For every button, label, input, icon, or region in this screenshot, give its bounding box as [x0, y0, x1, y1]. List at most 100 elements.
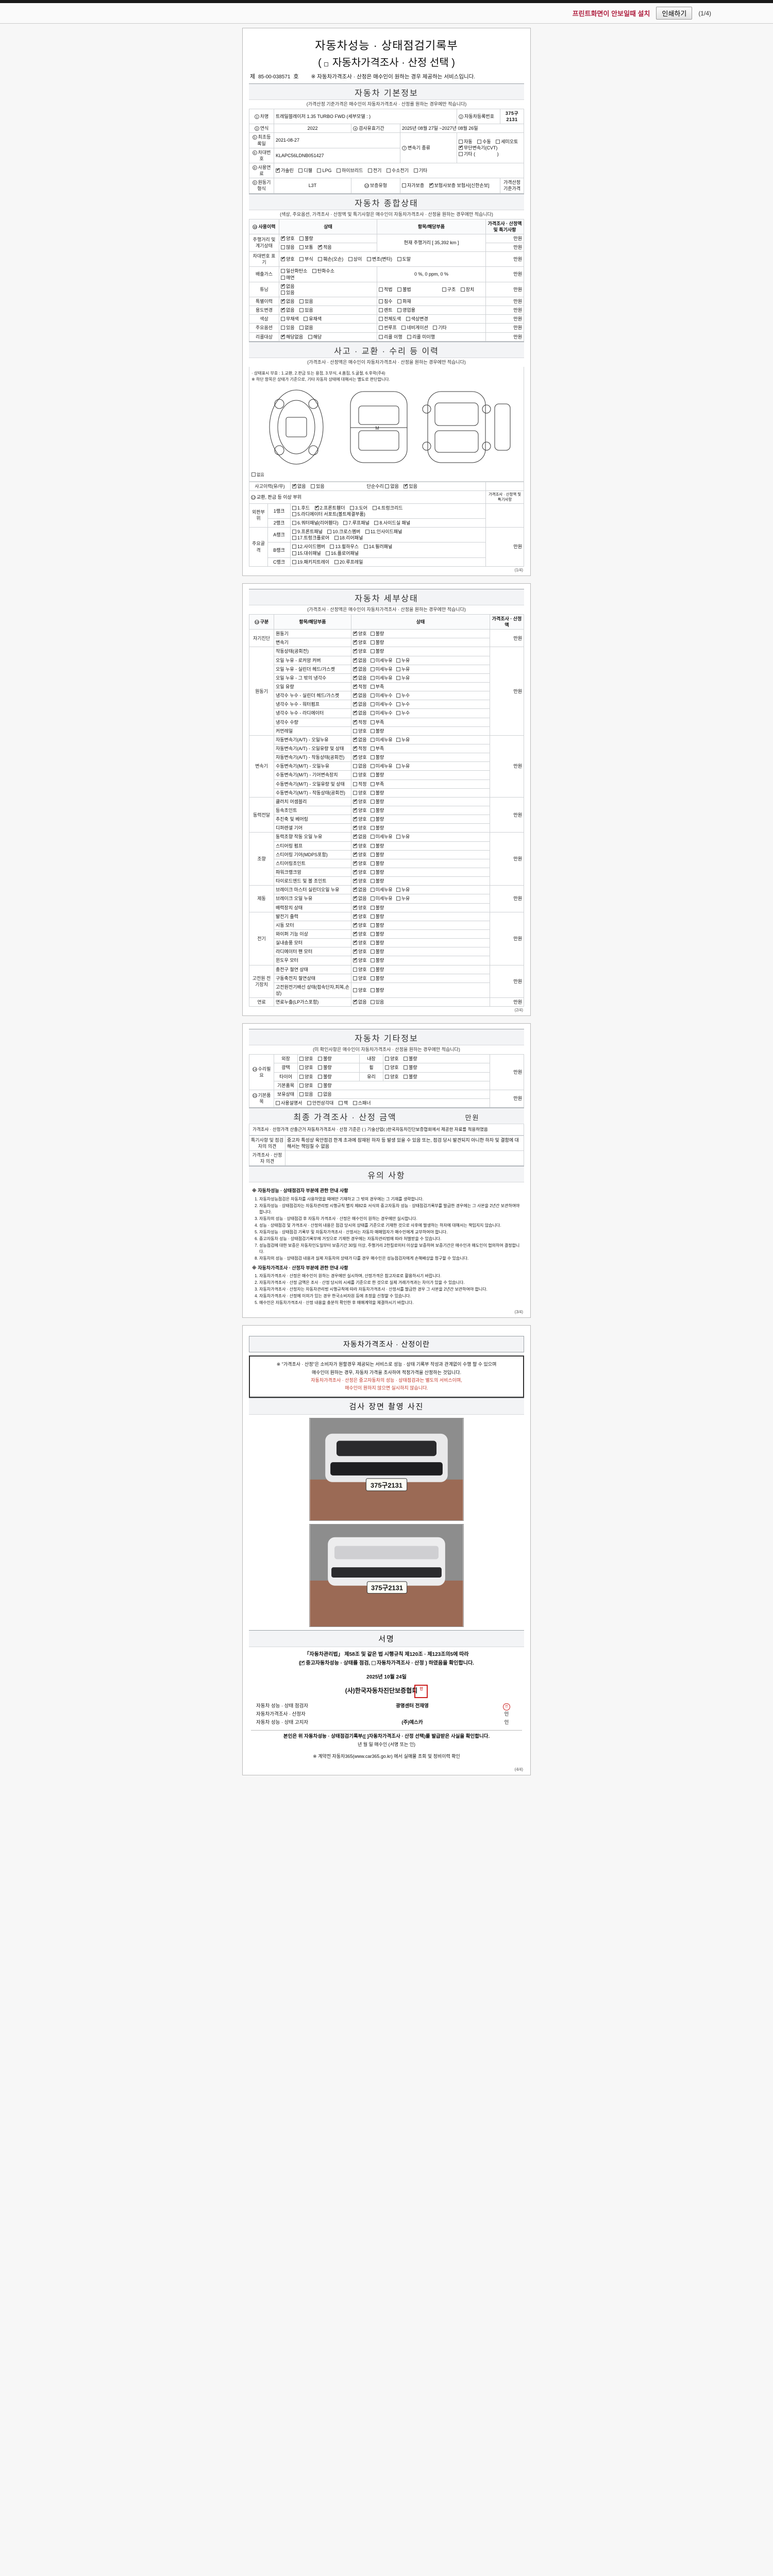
opt-unchecked[interactable]: 누유 — [396, 895, 410, 902]
opt-unchecked[interactable]: 불량 — [370, 799, 384, 805]
checkbox-checked-icon[interactable] — [353, 657, 358, 663]
opt-radiator-support[interactable]: 5.라디에이터 서포트(볼트체결부품) — [292, 511, 365, 517]
opt-checked[interactable]: 양호 — [353, 860, 367, 867]
opt-bad[interactable]: 불량 — [299, 235, 313, 242]
opt-recall-done[interactable]: 리콜 이행 — [379, 334, 402, 340]
checkbox-checked-icon[interactable] — [353, 877, 358, 884]
checkbox-icon[interactable] — [370, 764, 375, 769]
opt-smoke[interactable]: 매연 — [281, 275, 295, 281]
opt-normal[interactable]: 보통 — [299, 244, 313, 250]
opt-unchecked[interactable]: 불량 — [370, 790, 384, 796]
fuel-opt-lpg[interactable]: LPG — [317, 167, 331, 174]
checkbox-icon[interactable] — [404, 1074, 408, 1079]
print-button[interactable]: 인쇄하기 — [656, 7, 693, 20]
opt-unchecked[interactable]: 불량 — [370, 869, 384, 875]
opt-unchecked[interactable]: 누수 — [396, 692, 410, 699]
checkbox-icon[interactable] — [370, 950, 375, 954]
opt-unchecked[interactable]: 불량 — [370, 772, 384, 778]
checkbox-icon[interactable] — [370, 870, 375, 874]
checkbox-checked-icon[interactable] — [353, 692, 358, 698]
checkbox-icon[interactable] — [299, 1065, 304, 1070]
opt-checked[interactable]: 없음 — [353, 895, 367, 902]
opt-checked[interactable]: 없음 — [353, 692, 367, 699]
checkbox-icon[interactable] — [459, 139, 463, 144]
checkbox-checked-icon[interactable] — [281, 333, 285, 339]
opt-unchecked[interactable]: 불량 — [370, 816, 384, 822]
checkbox-icon[interactable] — [281, 245, 285, 249]
fuel-opt-hybrid[interactable]: 하이브리드 — [336, 167, 363, 174]
fuel-opt-other[interactable]: 기타 — [413, 167, 427, 174]
opt-exists[interactable]: 있음 — [311, 483, 325, 489]
opt-hc[interactable]: 탄화수소 — [312, 268, 334, 274]
checkbox-icon[interactable] — [370, 737, 375, 742]
fuel-opt-diesel[interactable]: 디젤 — [298, 167, 312, 174]
checkbox-icon[interactable] — [334, 536, 339, 540]
opt-checked[interactable]: 양호 — [353, 957, 367, 963]
checkbox-icon[interactable] — [312, 269, 316, 274]
opt-unchecked[interactable]: 미세누유 — [370, 895, 393, 902]
checkbox-icon[interactable] — [370, 967, 375, 972]
opt-none[interactable]: 없음 — [299, 325, 313, 331]
opt-good[interactable]: 양호 — [281, 235, 295, 242]
checkbox-icon[interactable] — [459, 152, 463, 157]
checkbox-icon[interactable] — [292, 545, 296, 549]
opt-other[interactable]: 기타 — [433, 325, 447, 331]
checkbox-icon[interactable] — [299, 257, 304, 262]
checkbox-icon[interactable] — [396, 658, 400, 663]
checkbox-icon[interactable] — [370, 835, 375, 839]
checkbox-icon[interactable] — [370, 905, 375, 910]
fuel-opt-hydrogen[interactable]: 수소전기 — [386, 167, 409, 174]
opt-unchecked[interactable]: 부족 — [370, 781, 384, 787]
opt-rent[interactable]: 렌트 — [379, 307, 393, 313]
opt-cross-member[interactable]: 10.크로스멤버 — [327, 529, 360, 535]
opt-good[interactable]: 양호 — [385, 1056, 399, 1062]
opt-checked[interactable]: 없음 — [353, 701, 367, 707]
opt-checked[interactable]: 양호 — [353, 807, 367, 814]
checkbox-icon[interactable] — [379, 334, 383, 339]
checkbox-checked-icon[interactable] — [353, 957, 358, 963]
opt-hood[interactable]: 1.후드 — [292, 505, 310, 511]
checkbox-icon[interactable] — [281, 275, 285, 280]
checkbox-icon[interactable] — [397, 308, 402, 313]
checkbox-icon[interactable] — [396, 896, 400, 901]
checkbox-icon[interactable] — [397, 299, 402, 303]
checkbox-icon[interactable] — [396, 711, 400, 716]
opt-unchecked[interactable]: 불량 — [370, 975, 384, 981]
opt-checked[interactable]: 양호 — [353, 904, 367, 911]
checkbox-icon[interactable] — [327, 530, 332, 534]
opt-dash-panel[interactable]: 15.대쉬패널 — [292, 550, 321, 556]
checkbox-checked-icon[interactable] — [353, 807, 358, 812]
checkbox-icon[interactable] — [370, 702, 375, 707]
opt-unchecked[interactable]: 누유 — [396, 675, 410, 681]
warranty-opt-insurer[interactable]: 보험사보증 보험사[신한손보] — [429, 182, 490, 189]
checkbox-icon[interactable] — [370, 773, 375, 777]
opt-unchecked[interactable]: 미세누수 — [370, 710, 393, 716]
checkbox-checked-icon[interactable] — [353, 913, 358, 919]
opt-fullpaint[interactable]: 전체도색 — [379, 316, 401, 322]
opt-pillar-panel[interactable]: 14.필러패널 — [363, 544, 392, 550]
opt-none[interactable]: 없음 — [281, 283, 295, 290]
checkbox-icon[interactable] — [298, 168, 303, 173]
checkbox-icon[interactable] — [318, 257, 323, 262]
checkbox-icon[interactable] — [370, 685, 375, 689]
opt-unchecked[interactable]: 누수 — [396, 701, 410, 707]
checkbox-checked-icon[interactable] — [353, 639, 358, 645]
checkbox-icon[interactable] — [348, 257, 352, 262]
opt-unchecked[interactable]: 불량 — [370, 948, 384, 955]
checkbox-icon[interactable] — [396, 888, 400, 892]
opt-bad[interactable]: 불량 — [318, 1056, 332, 1062]
checkbox-checked-icon[interactable] — [281, 307, 285, 313]
checkbox-checked-icon[interactable] — [429, 182, 433, 188]
checkbox-icon[interactable] — [496, 139, 500, 144]
opt-damage[interactable]: 훼손(오손) — [318, 256, 343, 262]
opt-good[interactable]: 양호 — [299, 1082, 313, 1089]
opt-none[interactable]: 없음 — [385, 483, 399, 489]
checkbox-checked-icon[interactable] — [353, 745, 358, 751]
checkbox-icon[interactable] — [292, 521, 296, 526]
opt-flood[interactable]: 침수 — [379, 298, 393, 304]
opt-unchecked[interactable]: 미세누유 — [370, 763, 393, 769]
opt-inside-panel[interactable]: 11.인사이드패널 — [365, 529, 402, 535]
checkbox-icon[interactable] — [370, 914, 375, 919]
checkbox-icon[interactable] — [363, 545, 368, 549]
checkbox-icon[interactable] — [374, 521, 379, 526]
